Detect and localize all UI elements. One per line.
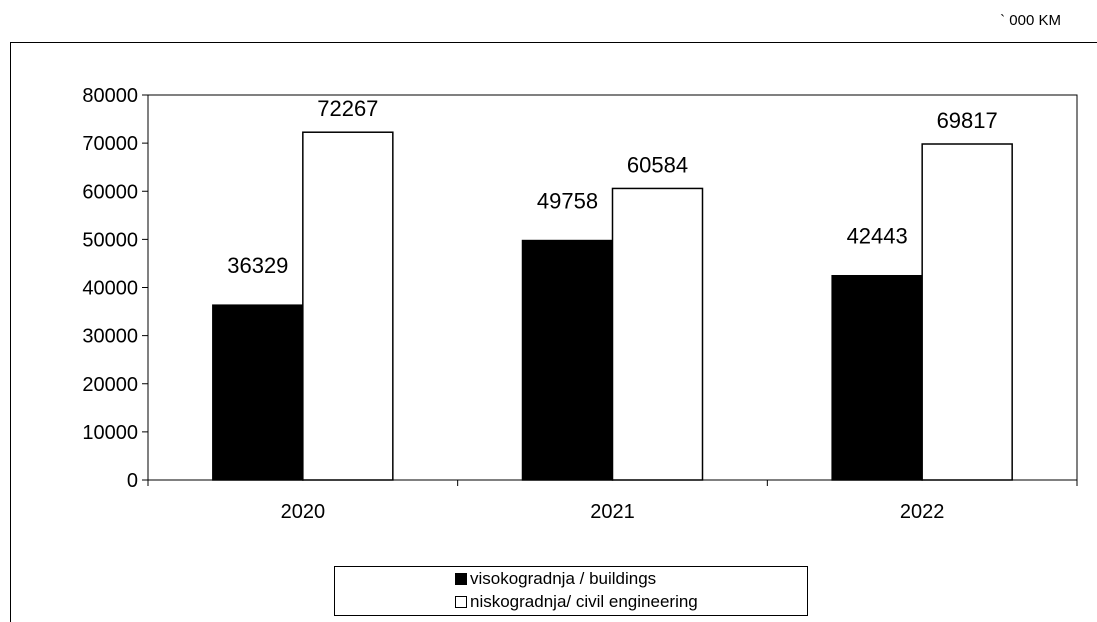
bar — [302, 131, 394, 481]
y-tick-label: 80000 — [82, 85, 138, 107]
data-label: 36329 — [227, 253, 288, 278]
legend-swatch-civil-engineering — [455, 596, 467, 608]
chart-frame — [10, 42, 1097, 622]
data-label: 49758 — [537, 189, 598, 214]
legend-label-civil-engineering: niskogradnja/ civil engineering — [470, 592, 698, 611]
x-tick-label: 2022 — [900, 501, 945, 523]
bar — [212, 304, 304, 481]
y-tick-label: 50000 — [82, 229, 138, 251]
y-tick-label: 20000 — [82, 374, 138, 396]
legend-swatch-buildings — [455, 573, 467, 585]
y-tick-label: 30000 — [82, 326, 138, 348]
bar — [921, 143, 1013, 481]
x-tick-label: 2021 — [590, 501, 635, 523]
bar — [521, 239, 614, 481]
legend: visokogradnja / buildings niskogradnja/ … — [334, 566, 808, 616]
y-tick-label: 40000 — [82, 278, 138, 300]
x-tick-label: 2020 — [281, 501, 326, 523]
data-label: 60584 — [627, 152, 688, 177]
unit-label: ` 000 KM — [1000, 12, 1061, 29]
bar — [611, 187, 704, 481]
y-tick-label: 10000 — [82, 422, 138, 444]
legend-label-buildings: visokogradnja / buildings — [470, 569, 657, 588]
data-label: 69817 — [937, 108, 998, 133]
y-tick-label: 70000 — [82, 133, 138, 155]
data-label: 72267 — [317, 96, 378, 121]
bar — [831, 274, 923, 481]
y-tick-label: 60000 — [82, 181, 138, 203]
legend-item-buildings: visokogradnja / buildings — [455, 569, 656, 589]
data-label: 42443 — [847, 224, 908, 249]
legend-item-civil-engineering: niskogradnja/ civil engineering — [455, 592, 698, 612]
y-tick-label: 0 — [127, 470, 138, 492]
